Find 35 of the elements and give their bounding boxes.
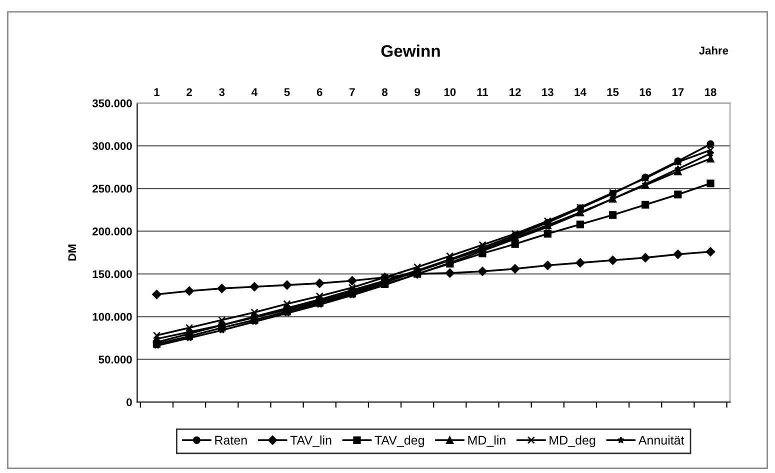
x-tick-label: 7 xyxy=(350,88,355,96)
x-tick-label: 10 xyxy=(444,88,456,96)
x-tick-label: 1 xyxy=(154,88,160,96)
y-axis-title: DM xyxy=(68,244,76,260)
x-tick-label: 4 xyxy=(252,88,258,96)
y-tick-label: 150.000 xyxy=(92,270,132,278)
x-tick-label: 2 xyxy=(186,88,192,96)
x-tick-label: 18 xyxy=(705,88,716,96)
x-tick-label: 12 xyxy=(510,88,521,96)
y-tick-label: 300.000 xyxy=(92,142,132,150)
y-tick-label: 200.000 xyxy=(92,227,132,236)
legend-label: MD_lin xyxy=(468,435,506,448)
y-tick-label: 0 xyxy=(126,398,132,406)
y-tick-label: 250.000 xyxy=(92,184,132,193)
x-tick-label: 8 xyxy=(382,88,388,96)
x-tick-label: 11 xyxy=(477,88,488,96)
x-tick-label: 17 xyxy=(672,88,684,96)
x-tick-label: 14 xyxy=(574,88,586,96)
x-axis-title: Jahre xyxy=(699,46,728,55)
x-tick-label: 15 xyxy=(607,88,619,96)
legend-label: MD_deg xyxy=(550,435,596,448)
x-tick-label: 6 xyxy=(316,88,322,96)
y-tick-label: 100.000 xyxy=(92,312,132,321)
x-tick-label: 3 xyxy=(219,88,225,96)
chart-title: Gewinn xyxy=(381,44,440,57)
y-tick-label: 350.000 xyxy=(92,99,132,108)
x-tick-label: 5 xyxy=(284,88,290,96)
x-tick-label: 13 xyxy=(542,88,554,96)
legend-label: TAV_lin xyxy=(290,435,332,448)
legend-label: Raten xyxy=(215,436,247,445)
legend-label: TAV_deg xyxy=(374,435,424,448)
x-tick-label: 16 xyxy=(640,88,652,96)
legend-label: Annuität xyxy=(638,435,684,445)
y-tick-label: 50.000 xyxy=(98,356,132,364)
x-tick-label: 9 xyxy=(414,88,420,96)
